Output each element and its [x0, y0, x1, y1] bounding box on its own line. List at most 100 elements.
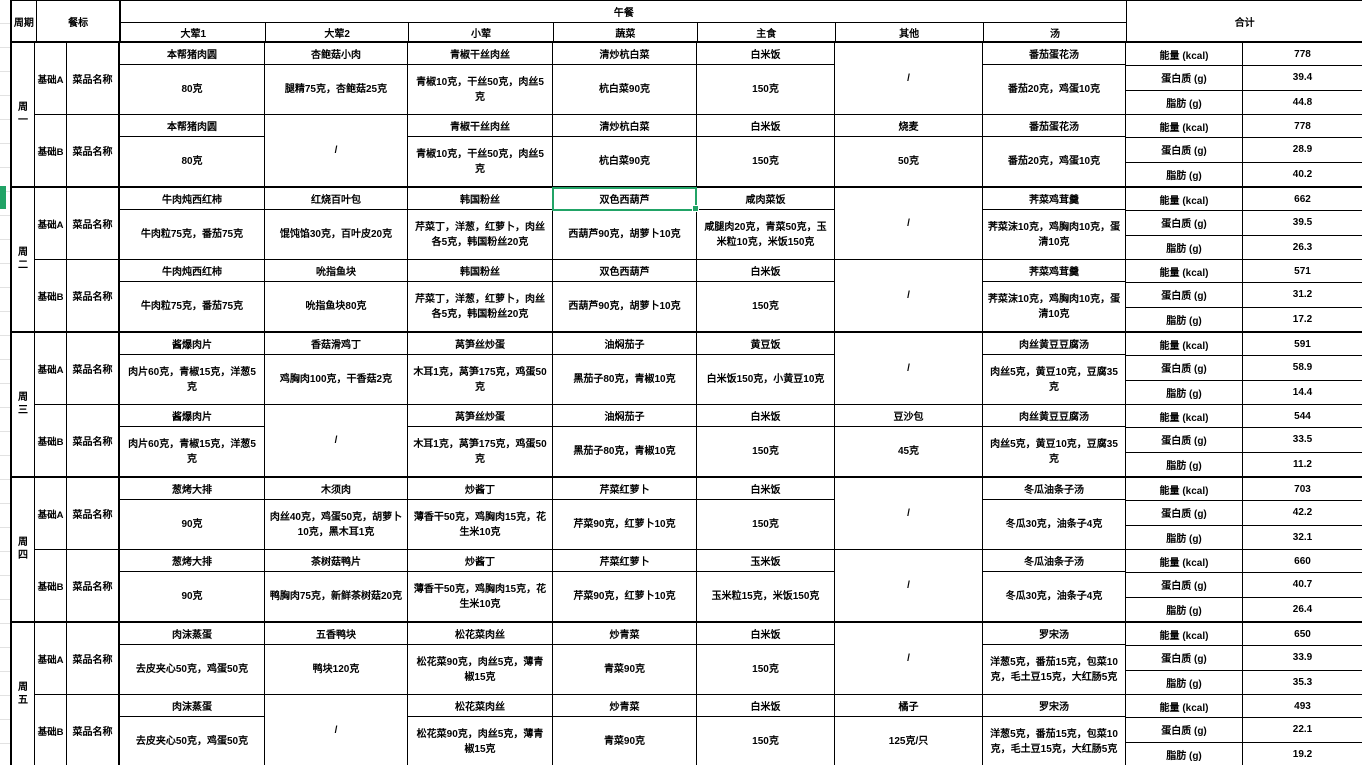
nutrition-value-cell[interactable]: 33.5: [1292, 434, 1313, 446]
dish-row-label-cell[interactable]: 菜品名称: [67, 695, 120, 765]
nutrition-label-cell[interactable]: 蛋白质 (g): [1126, 573, 1243, 597]
merged-slash-cell[interactable]: /: [334, 435, 338, 446]
nutrition-value-cell[interactable]: 39.5: [1292, 217, 1313, 229]
nutrition-label-cell[interactable]: 能量 (kcal): [1126, 188, 1243, 210]
dish-qty-cell[interactable]: 芹菜90克，红萝卜10克: [573, 519, 676, 530]
day-label-cell[interactable]: 周三: [12, 333, 35, 476]
nutrition-value-cell[interactable]: 14.4: [1292, 386, 1313, 398]
dish-name-cell[interactable]: 青椒干丝肉丝: [408, 43, 552, 65]
dish-qty-cell[interactable]: 西葫芦90克，胡萝卜10克: [568, 301, 681, 312]
dish-name-cell[interactable]: 香菇滑鸡丁: [265, 333, 407, 355]
nutrition-value-cell[interactable]: 544: [1294, 410, 1311, 422]
merged-slash-cell[interactable]: /: [907, 218, 910, 229]
dish-qty-cell[interactable]: 玉米粒15克，米饭150克: [711, 591, 820, 602]
dish-qty-cell[interactable]: 肉片60克，青椒15克，洋葱5克: [128, 366, 256, 393]
nutrition-value-cell[interactable]: 42.2: [1292, 507, 1313, 519]
merged-slash-cell[interactable]: /: [907, 653, 910, 664]
dish-row-label-cell[interactable]: 菜品名称: [67, 188, 120, 259]
dish-name-cell[interactable]: 白米饭: [697, 260, 834, 282]
plan-label-cell[interactable]: 基础B: [35, 405, 67, 476]
dish-row-label-cell[interactable]: 菜品名称: [67, 478, 120, 549]
selected-cell[interactable]: 双色西葫芦: [552, 187, 699, 212]
dish-qty-cell[interactable]: 鸡胸肉100克，干香菇2克: [279, 374, 393, 385]
dish-name-cell[interactable]: 冬瓜油条子汤: [983, 550, 1125, 572]
dish-name-cell[interactable]: 红烧百叶包: [265, 188, 407, 210]
dish-qty-cell[interactable]: 杭白菜90克: [598, 84, 651, 95]
dish-name-cell[interactable]: 本帮猪肉圆: [120, 43, 264, 65]
dish-qty-cell[interactable]: 80克: [181, 84, 203, 95]
column-header-4[interactable]: 主食: [698, 23, 836, 41]
merged-slash-cell[interactable]: /: [907, 290, 910, 301]
nutrition-label-cell[interactable]: 脂肪 (g): [1126, 162, 1243, 186]
dish-qty-cell[interactable]: 鸭块120克: [312, 664, 360, 675]
dish-qty-cell[interactable]: 青椒10克，干丝50克，肉丝5克: [416, 76, 544, 103]
column-header-5[interactable]: 其他: [836, 23, 984, 41]
dish-name-cell[interactable]: 玉米饭: [697, 550, 834, 572]
nutrition-value-cell[interactable]: 778: [1294, 48, 1311, 60]
dish-qty-cell[interactable]: 黑茄子80克，青椒10克: [573, 446, 676, 457]
dish-qty-cell[interactable]: 咸腿肉20克，青菜50克，玉米粒10克，米饭150克: [704, 221, 827, 248]
nutrition-value-cell[interactable]: 58.9: [1292, 362, 1313, 374]
plan-label-cell[interactable]: 基础B: [35, 550, 67, 621]
dish-name-cell[interactable]: 炒青菜: [553, 695, 696, 717]
nutrition-value-cell[interactable]: 26.4: [1292, 603, 1313, 615]
dish-qty-cell[interactable]: 80克: [181, 156, 203, 167]
dish-row-label-cell[interactable]: 菜品名称: [67, 623, 120, 694]
nutrition-label-cell[interactable]: 能量 (kcal): [1126, 550, 1243, 572]
nutrition-value-cell[interactable]: 40.7: [1292, 579, 1313, 591]
dish-qty-cell[interactable]: 肉丝40克，鸡蛋50克，胡萝卜10克，黑木耳1克: [269, 511, 403, 538]
dish-name-cell[interactable]: 油焖茄子: [553, 333, 696, 355]
dish-qty-cell[interactable]: 松花菜90克，肉丝5克，薄青椒15克: [416, 656, 544, 683]
dish-name-cell[interactable]: 豆沙包: [835, 405, 982, 427]
plan-label-cell[interactable]: 基础B: [35, 115, 67, 186]
merged-slash-cell[interactable]: /: [907, 580, 910, 591]
dish-row-label-cell[interactable]: 菜品名称: [67, 333, 120, 404]
dish-qty-cell[interactable]: 荠菜沫10克，鸡胸肉10克，蛋清10克: [987, 293, 1121, 320]
dish-qty-cell[interactable]: 芹菜丁，洋葱，红萝卜，肉丝各5克，韩国粉丝20克: [415, 221, 545, 248]
nutrition-value-cell[interactable]: 571: [1294, 265, 1311, 277]
nutrition-value-cell[interactable]: 22.1: [1292, 724, 1313, 736]
plan-label-cell[interactable]: 基础A: [35, 623, 67, 694]
nutrition-label-cell[interactable]: 脂肪 (g): [1126, 452, 1243, 476]
header-period-cell[interactable]: 周期: [12, 1, 37, 41]
nutrition-value-cell[interactable]: 493: [1294, 700, 1311, 712]
nutrition-label-cell[interactable]: 蛋白质 (g): [1126, 501, 1243, 525]
nutrition-value-cell[interactable]: 703: [1294, 483, 1311, 495]
dish-qty-cell[interactable]: 馄饨馅30克，百叶皮20克: [279, 229, 393, 240]
nutrition-label-cell[interactable]: 蛋白质 (g): [1126, 356, 1243, 380]
dish-name-cell[interactable]: 白米饭: [697, 115, 834, 137]
dish-name-cell[interactable]: 牛肉炖西红柿: [120, 188, 264, 210]
dish-qty-cell[interactable]: 杭白菜90克: [598, 156, 651, 167]
dish-name-cell[interactable]: 吮指鱼块: [265, 260, 407, 282]
dish-qty-cell[interactable]: 150克: [752, 156, 779, 167]
nutrition-label-cell[interactable]: 脂肪 (g): [1126, 90, 1243, 114]
dish-name-cell[interactable]: 番茄蛋花汤: [983, 43, 1125, 65]
dish-qty-cell[interactable]: 黑茄子80克，青椒10克: [573, 374, 676, 385]
dish-qty-cell[interactable]: 150克: [752, 301, 779, 312]
dish-name-cell[interactable]: 松花菜肉丝: [408, 623, 552, 645]
dish-name-cell[interactable]: 肉丝黄豆豆腐汤: [983, 405, 1125, 427]
dish-name-cell[interactable]: 罗宋汤: [983, 623, 1125, 645]
dish-qty-cell[interactable]: 150克: [752, 446, 779, 457]
plan-label-cell[interactable]: 基础B: [35, 695, 67, 765]
dish-name-cell[interactable]: 荠菜鸡茸羹: [983, 188, 1125, 210]
dish-name-cell[interactable]: 松花菜肉丝: [408, 695, 552, 717]
dish-name-cell[interactable]: 青椒干丝肉丝: [408, 115, 552, 137]
nutrition-label-cell[interactable]: 蛋白质 (g): [1126, 211, 1243, 235]
dish-qty-cell[interactable]: 洋葱5克，番茄15克，包菜10克，毛土豆15克，大红肠5克: [990, 656, 1118, 683]
dish-row-label-cell[interactable]: 菜品名称: [67, 260, 120, 331]
dish-qty-cell[interactable]: 薄香干50克，鸡胸肉15克，花生米10克: [413, 583, 547, 610]
dish-qty-cell[interactable]: 薄香干50克，鸡胸肉15克，花生米10克: [413, 511, 547, 538]
nutrition-value-cell[interactable]: 650: [1294, 628, 1311, 640]
nutrition-value-cell[interactable]: 33.9: [1292, 652, 1313, 664]
nutrition-label-cell[interactable]: 能量 (kcal): [1126, 405, 1243, 427]
nutrition-label-cell[interactable]: 脂肪 (g): [1126, 525, 1243, 549]
dish-name-cell[interactable]: 白米饭: [697, 478, 834, 500]
dish-name-cell[interactable]: 木须肉: [265, 478, 407, 500]
nutrition-value-cell[interactable]: 28.9: [1292, 144, 1313, 156]
dish-name-cell[interactable]: 五香鸭块: [265, 623, 407, 645]
dish-qty-cell[interactable]: 洋葱5克，番茄15克，包菜10克，毛土豆15克，大红肠5克: [990, 728, 1118, 755]
nutrition-value-cell[interactable]: 39.4: [1292, 72, 1313, 84]
nutrition-label-cell[interactable]: 脂肪 (g): [1126, 742, 1243, 765]
plan-label-cell[interactable]: 基础A: [35, 188, 67, 259]
